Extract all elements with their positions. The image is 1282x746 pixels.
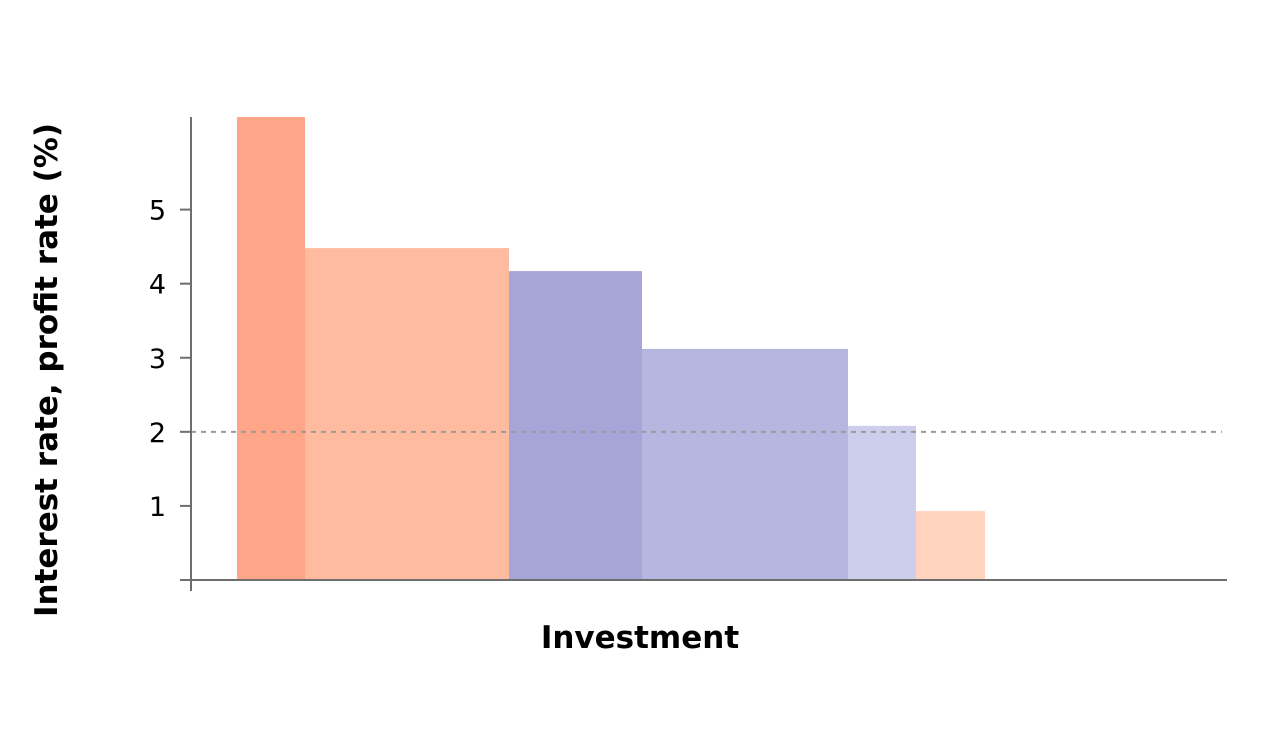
bar-3 xyxy=(509,271,642,580)
y-axis-title: Interest rate, profit rate (%) xyxy=(29,123,65,617)
bar-2 xyxy=(305,248,509,580)
bar-6 xyxy=(916,511,985,580)
y-ticks-layer: 1 2 3 4 5 xyxy=(149,196,191,523)
bar-4 xyxy=(642,348,848,580)
axes-layer xyxy=(180,117,1227,591)
y-tick-label-2: 2 xyxy=(149,418,166,449)
bar-1 xyxy=(237,117,305,580)
bar-5 xyxy=(848,425,916,580)
y-tick-label-3: 3 xyxy=(149,344,166,375)
x-axis-title: Investment xyxy=(541,620,740,656)
y-tick-label-1: 1 xyxy=(149,492,166,523)
bars-layer xyxy=(237,117,985,580)
y-tick-label-4: 4 xyxy=(149,270,166,301)
y-tick-label-5: 5 xyxy=(149,196,166,227)
